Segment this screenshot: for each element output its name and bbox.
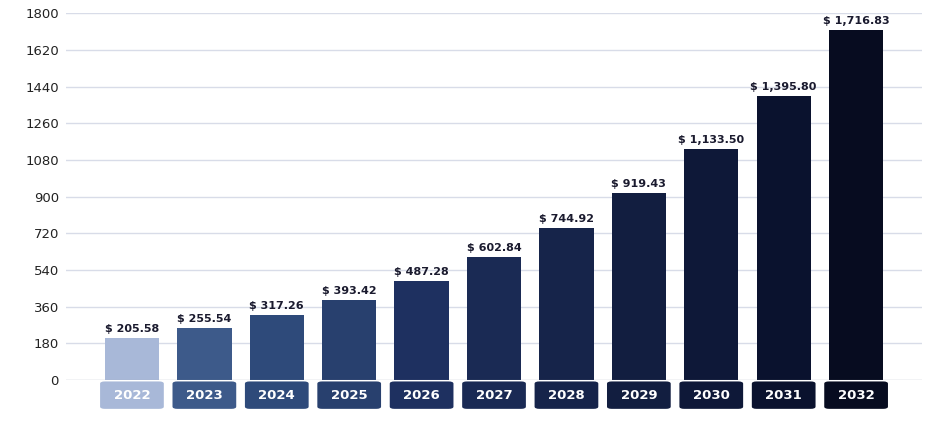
Text: 2029: 2029	[620, 389, 657, 402]
Text: 2022: 2022	[114, 389, 151, 402]
Bar	[612, 193, 666, 380]
Text: 2028: 2028	[548, 389, 584, 402]
Bar	[394, 281, 449, 380]
Bar	[467, 257, 521, 380]
Text: $ 205.58: $ 205.58	[104, 324, 159, 334]
Text: 2023: 2023	[186, 389, 223, 402]
Text: $ 602.84: $ 602.84	[467, 243, 521, 253]
Text: $ 744.92: $ 744.92	[539, 214, 594, 224]
Bar	[684, 149, 739, 380]
Text: $ 1,716.83: $ 1,716.83	[822, 16, 889, 26]
Text: 2024: 2024	[259, 389, 295, 402]
Text: $ 255.54: $ 255.54	[177, 314, 231, 324]
Bar	[104, 338, 159, 380]
Bar	[177, 328, 231, 380]
Text: $ 487.28: $ 487.28	[394, 267, 449, 277]
Text: 2026: 2026	[404, 389, 440, 402]
Bar	[322, 300, 376, 380]
Text: $ 919.43: $ 919.43	[612, 179, 666, 189]
Text: 2025: 2025	[331, 389, 368, 402]
Text: $ 1,133.50: $ 1,133.50	[678, 135, 744, 145]
Bar	[829, 30, 884, 380]
Text: 2027: 2027	[476, 389, 512, 402]
Text: 2031: 2031	[765, 389, 802, 402]
Text: $ 393.42: $ 393.42	[322, 286, 376, 296]
Bar	[757, 95, 811, 380]
Bar	[249, 316, 304, 380]
Text: 2030: 2030	[693, 389, 729, 402]
Bar	[539, 229, 594, 380]
Text: 2032: 2032	[837, 389, 874, 402]
Text: $ 317.26: $ 317.26	[249, 301, 304, 311]
Text: $ 1,395.80: $ 1,395.80	[751, 82, 817, 91]
